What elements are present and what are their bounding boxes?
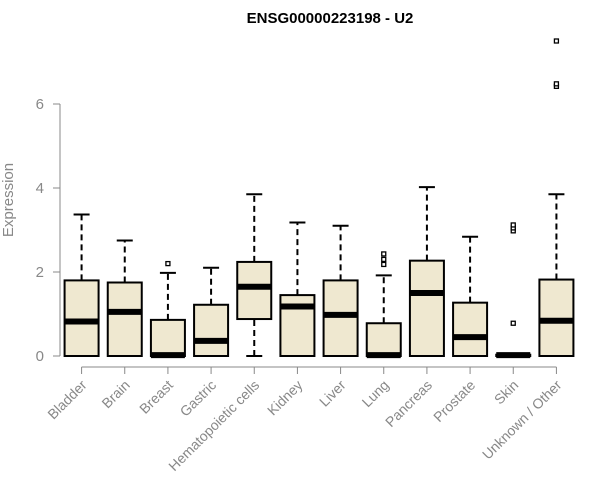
y-axis-label: Expression [0, 163, 17, 237]
outlier-point [381, 251, 387, 257]
box-iqr [149, 318, 186, 358]
box-unknown-other [538, 38, 575, 357]
chart-title: ENSG00000223198 - U2 [247, 10, 414, 27]
outlier-point [553, 38, 560, 44]
box-pancreas [408, 186, 445, 357]
box-breast [149, 260, 186, 359]
box-brain [106, 239, 143, 357]
box-bladder [63, 213, 100, 357]
x-tick-label: Prostate [430, 377, 478, 425]
x-tick-label: Bladder [44, 377, 90, 423]
outlier-point [510, 320, 516, 326]
box-iqr [63, 279, 100, 357]
box-iqr [408, 259, 445, 357]
x-tick-label: Skin [491, 377, 522, 408]
box-liver [322, 224, 359, 357]
x-axis [81, 366, 557, 374]
box-iqr [236, 260, 273, 321]
x-tick-label: Brain [98, 377, 132, 411]
box-skin [495, 222, 532, 359]
outlier-point [165, 260, 171, 267]
y-tick-label: 6 [36, 96, 44, 113]
box-iqr [452, 301, 489, 358]
box-iqr [322, 279, 359, 357]
x-tick-label: Pancreas [382, 377, 435, 430]
y-tick-label: 2 [36, 264, 44, 281]
boxes-group [63, 38, 575, 359]
box-iqr [193, 303, 230, 358]
box-lung [365, 251, 402, 359]
box-iqr [106, 281, 143, 357]
x-tick-label: Liver [316, 377, 349, 410]
x-tick-label: Lung [359, 377, 392, 410]
outlier-point [381, 256, 387, 263]
x-tick-label: Unknown / Other [479, 377, 565, 463]
x-tick-label: Gastric [177, 377, 220, 420]
box-iqr [365, 322, 402, 357]
outlier-point [553, 81, 560, 87]
x-tick-label: Breast [136, 377, 176, 417]
outlier-point [510, 222, 516, 228]
y-tick-label: 4 [36, 180, 44, 197]
outlier-point [381, 261, 387, 268]
box-kidney [279, 221, 316, 358]
x-tick-label: Kidney [264, 377, 306, 419]
y-tick-label: 0 [36, 348, 44, 365]
box-hematopoietic-cells [236, 193, 273, 357]
box-gastric [193, 266, 230, 358]
box-prostate [452, 235, 489, 358]
y-axis: 0 2 4 6 [36, 96, 61, 365]
